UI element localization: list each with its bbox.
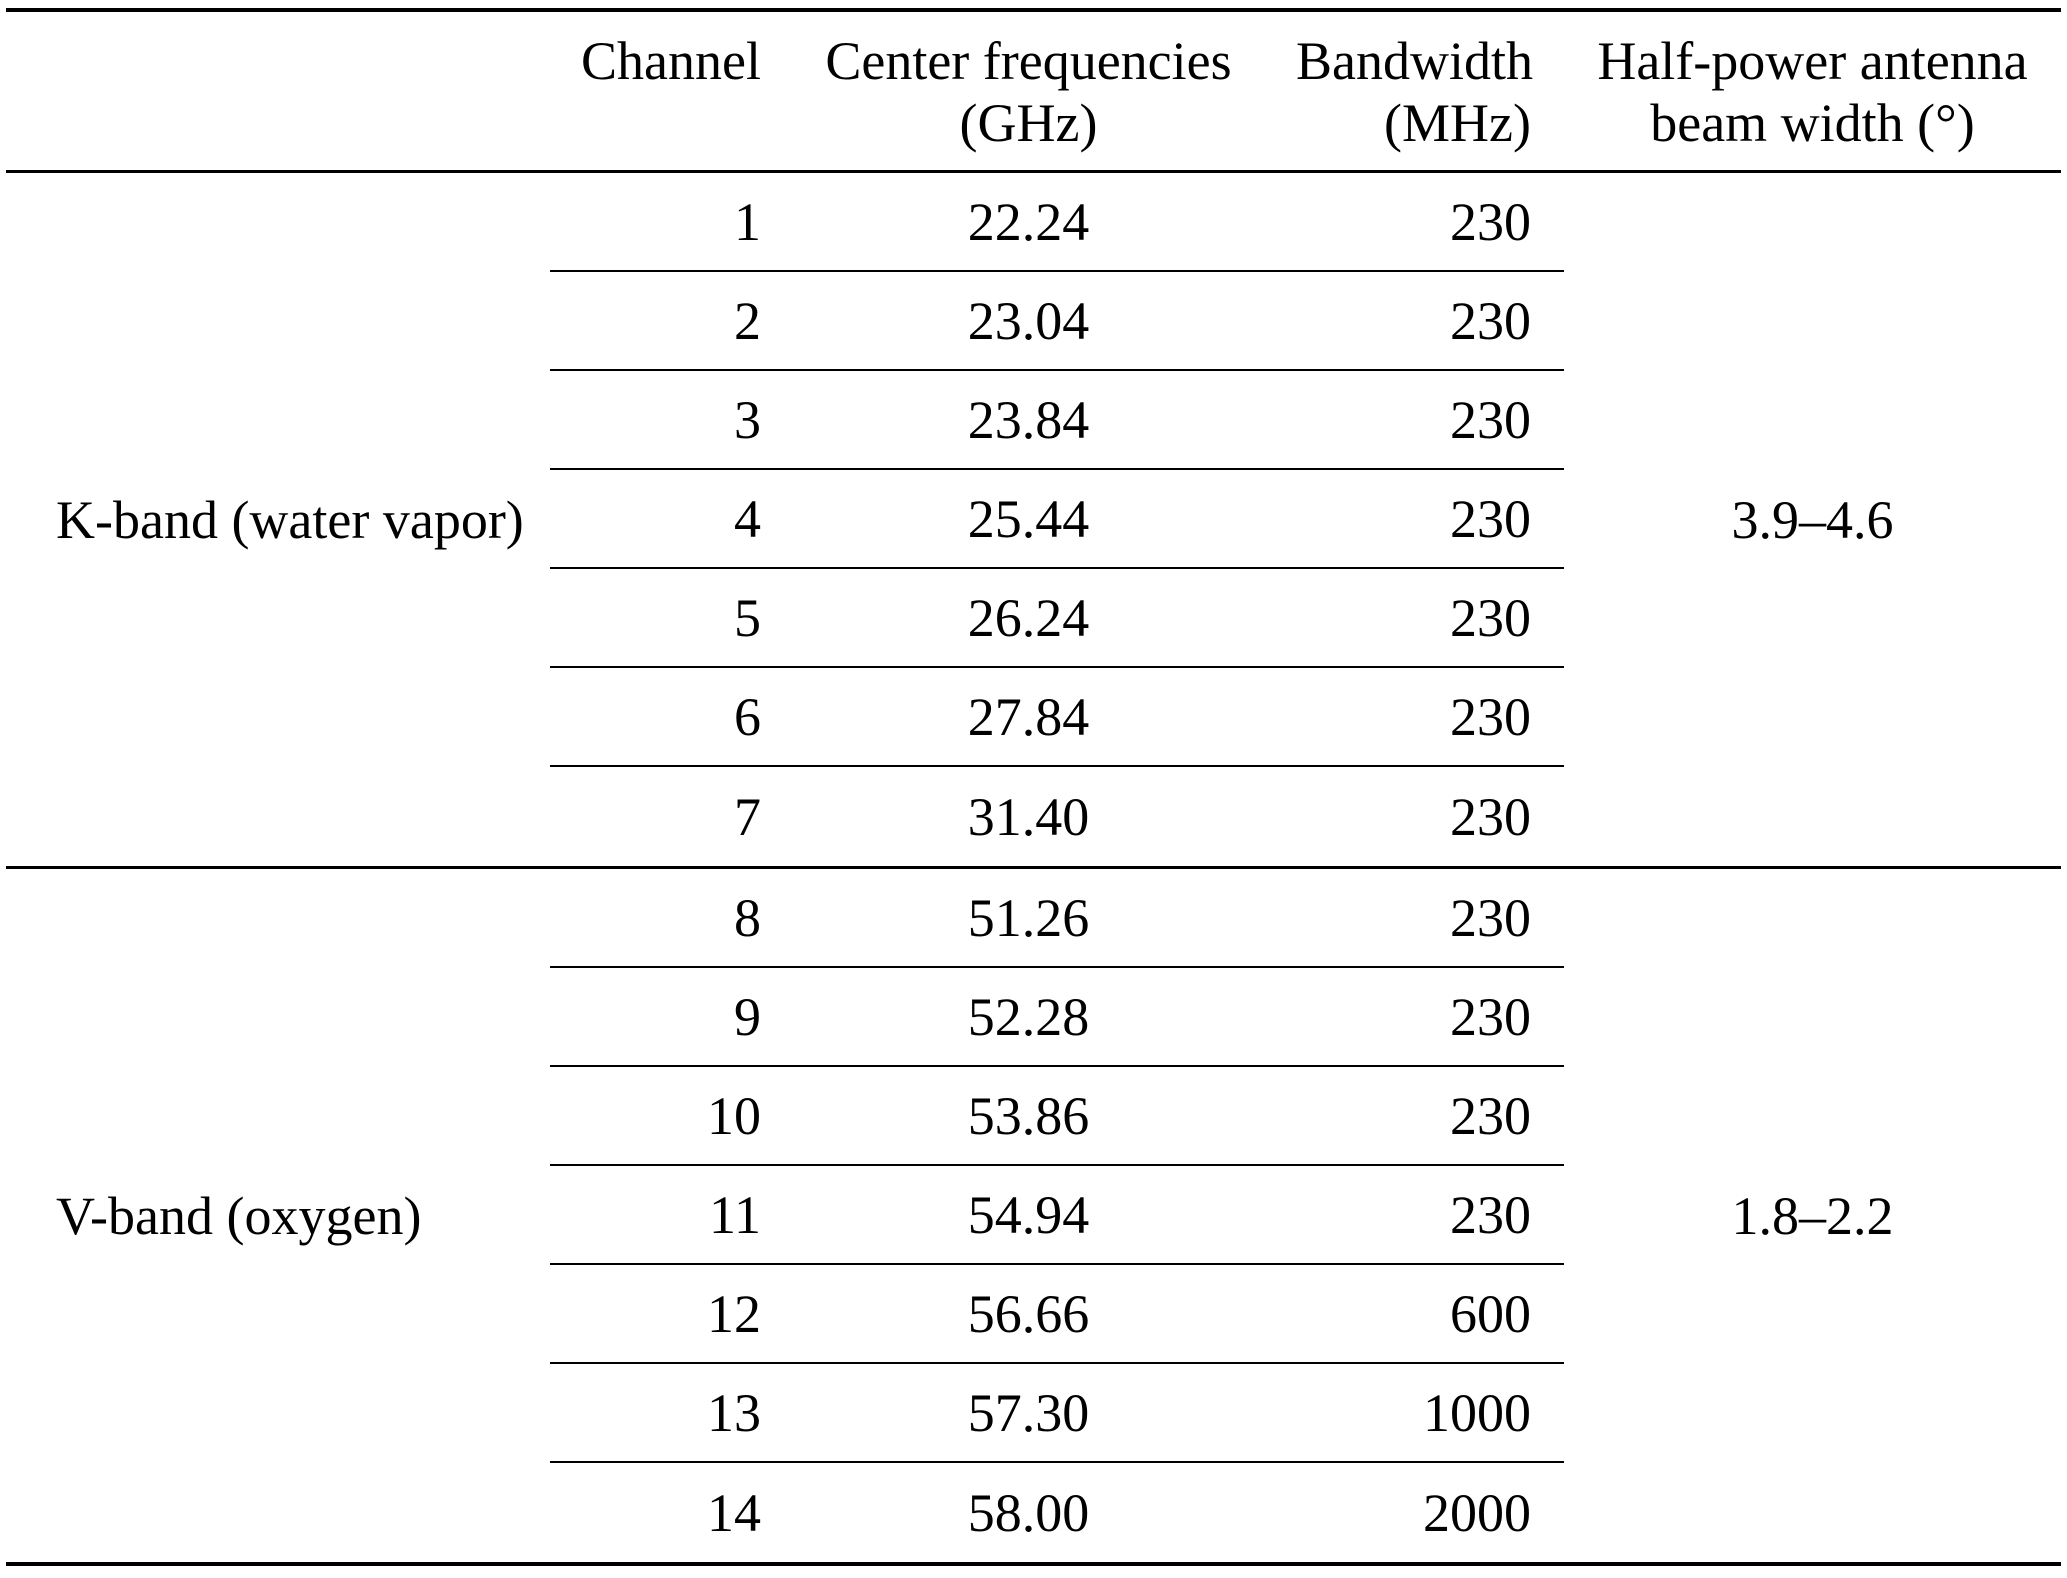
- beam-width-value-k-band: 3.9–4.6: [1731, 489, 1894, 550]
- cell-bandwidth: 2000: [1423, 1482, 1531, 1543]
- cell-bandwidth: 230: [1296, 371, 1564, 470]
- beam-width-value-v-band: 1.8–2.2: [1731, 1185, 1894, 1246]
- cell-frequency: 51.26: [761, 869, 1296, 968]
- cell-channel: 10: [550, 1067, 761, 1166]
- header-center-frequencies: Center frequencies (GHz): [761, 12, 1296, 170]
- radiometer-channel-table: Channel Center frequencies (GHz) Bandwid…: [6, 8, 2061, 1566]
- cell-frequency: 22.24: [761, 173, 1296, 272]
- header-channel-label: Channel: [581, 31, 761, 91]
- cell-bandwidth: 230: [1296, 173, 1564, 272]
- cell-channel: 2: [550, 272, 761, 371]
- cell-channel: 4: [550, 470, 761, 569]
- cell-frequency: 57.30: [761, 1364, 1296, 1463]
- cell-frequency: 54.94: [761, 1166, 1296, 1265]
- header-beam-width-line2: beam width (°): [1650, 93, 1975, 153]
- header-center-frequencies-line2: (GHz): [959, 93, 1098, 153]
- cell-frequency: 23.84: [761, 371, 1296, 470]
- cell-bandwidth: 1000: [1296, 1364, 1564, 1463]
- cell-frequency: 23.04: [761, 272, 1296, 371]
- cell-channel: 11: [550, 1166, 761, 1265]
- header-beam-width-line1: Half-power antenna: [1597, 31, 2028, 91]
- cell-bandwidth: 600: [1296, 1265, 1564, 1364]
- cell-bandwidth: 230: [1296, 1166, 1564, 1265]
- cell-frequency: 25.44: [761, 470, 1296, 569]
- cell-channel: 3: [550, 371, 761, 470]
- cell-bandwidth: 230: [1296, 968, 1564, 1067]
- band-divider-rule: [6, 866, 2061, 869]
- header-bandwidth-line2: (MHz): [1384, 93, 1531, 153]
- band-label-k-band: K-band (water vapor): [56, 489, 524, 550]
- cell-frequency: 56.66: [761, 1265, 1296, 1364]
- header-bandwidth: Bandwidth (MHz): [1296, 12, 1564, 170]
- cell-bandwidth: 230: [1296, 668, 1564, 767]
- cell-frequency: 27.84: [761, 668, 1296, 767]
- cell-channel: 9: [550, 968, 761, 1067]
- cell-frequency: 58.00: [967, 1482, 1090, 1543]
- cell-channel: 14: [707, 1482, 761, 1543]
- cell-bandwidth: 230: [1296, 470, 1564, 569]
- cell-bandwidth: 230: [1450, 786, 1531, 847]
- cell-channel: 6: [550, 668, 761, 767]
- cell-channel: 7: [734, 786, 761, 847]
- cell-channel: 12: [550, 1265, 761, 1364]
- header-rule: [6, 170, 2061, 173]
- cell-channel: 1: [550, 173, 761, 272]
- band-label-v-band: V-band (oxygen): [56, 1185, 422, 1246]
- cell-bandwidth: 230: [1296, 569, 1564, 668]
- header-center-frequencies-line1: Center frequencies: [825, 31, 1232, 91]
- cell-frequency: 52.28: [761, 968, 1296, 1067]
- cell-bandwidth: 230: [1296, 869, 1564, 968]
- cell-frequency: 31.40: [967, 786, 1090, 847]
- cell-bandwidth: 230: [1296, 1067, 1564, 1166]
- cell-channel: 5: [550, 569, 761, 668]
- cell-channel: 13: [550, 1364, 761, 1463]
- header-channel: Channel: [550, 12, 761, 170]
- cell-channel: 8: [550, 869, 761, 968]
- header-bandwidth-line1: Bandwidth: [1296, 31, 1533, 91]
- cell-frequency: 26.24: [761, 569, 1296, 668]
- header-beam-width: Half-power antenna beam width (°): [1564, 12, 2061, 170]
- cell-frequency: 53.86: [761, 1067, 1296, 1166]
- cell-bandwidth: 230: [1296, 272, 1564, 371]
